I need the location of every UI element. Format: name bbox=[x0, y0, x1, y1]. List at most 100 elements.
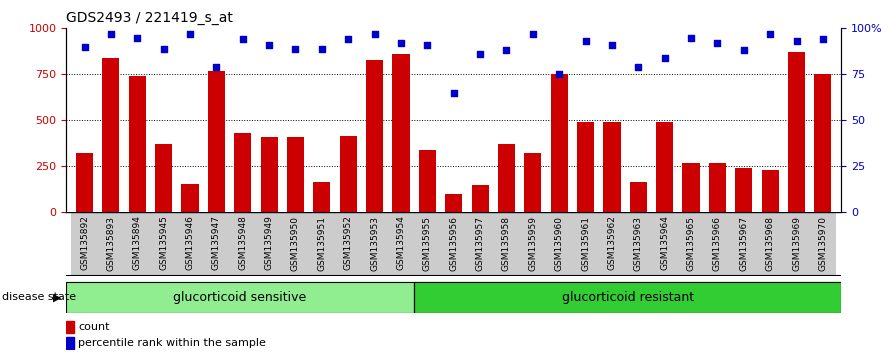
Bar bbox=[282, 212, 308, 276]
Bar bbox=[261, 137, 278, 212]
Bar bbox=[204, 212, 230, 276]
Point bbox=[236, 36, 250, 42]
Text: GSM135894: GSM135894 bbox=[133, 216, 142, 270]
Bar bbox=[388, 212, 414, 276]
Text: GSM135958: GSM135958 bbox=[502, 216, 511, 270]
Point bbox=[130, 35, 144, 40]
Bar bbox=[626, 212, 651, 276]
Bar bbox=[440, 212, 467, 276]
Bar bbox=[736, 168, 752, 212]
Text: GDS2493 / 221419_s_at: GDS2493 / 221419_s_at bbox=[66, 11, 233, 24]
Text: GSM135947: GSM135947 bbox=[212, 216, 221, 270]
Text: glucorticoid sensitive: glucorticoid sensitive bbox=[174, 291, 307, 304]
Bar bbox=[603, 122, 620, 212]
Bar bbox=[599, 212, 626, 276]
Bar bbox=[414, 212, 440, 276]
Point bbox=[710, 40, 724, 46]
Text: GSM135961: GSM135961 bbox=[581, 216, 590, 270]
Bar bbox=[66, 337, 74, 349]
Text: GSM135957: GSM135957 bbox=[476, 216, 485, 270]
Text: GSM135956: GSM135956 bbox=[449, 216, 458, 270]
Text: GSM135964: GSM135964 bbox=[660, 216, 670, 270]
Bar bbox=[66, 282, 414, 313]
Bar bbox=[129, 76, 146, 212]
Bar bbox=[340, 136, 357, 212]
Bar bbox=[577, 122, 594, 212]
Bar bbox=[520, 212, 546, 276]
Point bbox=[341, 36, 355, 42]
Point bbox=[78, 44, 92, 50]
Bar bbox=[102, 58, 120, 212]
Bar bbox=[810, 212, 836, 276]
Bar bbox=[630, 182, 647, 212]
Text: GSM135969: GSM135969 bbox=[792, 216, 801, 270]
Point bbox=[104, 31, 118, 37]
Text: glucorticoid resistant: glucorticoid resistant bbox=[562, 291, 694, 304]
Point bbox=[552, 72, 566, 77]
Bar bbox=[124, 212, 151, 276]
Text: count: count bbox=[78, 322, 110, 332]
Text: GSM135963: GSM135963 bbox=[633, 216, 643, 270]
Bar bbox=[551, 74, 567, 212]
Point bbox=[210, 64, 224, 70]
Bar bbox=[414, 282, 841, 313]
Text: GSM135967: GSM135967 bbox=[739, 216, 748, 270]
Text: GSM135953: GSM135953 bbox=[370, 216, 379, 270]
Point bbox=[262, 42, 276, 48]
Bar bbox=[788, 52, 805, 212]
Point bbox=[579, 38, 593, 44]
Bar bbox=[573, 212, 599, 276]
Point bbox=[605, 42, 619, 48]
Point bbox=[789, 38, 803, 44]
Bar bbox=[418, 150, 436, 212]
Bar bbox=[366, 59, 383, 212]
Point bbox=[367, 31, 381, 37]
Bar bbox=[392, 54, 410, 212]
Bar bbox=[683, 163, 700, 212]
Bar bbox=[757, 212, 783, 276]
Bar bbox=[677, 212, 704, 276]
Text: GSM135960: GSM135960 bbox=[555, 216, 564, 270]
Bar bbox=[651, 212, 677, 276]
Bar bbox=[730, 212, 757, 276]
Bar bbox=[66, 321, 74, 333]
Point bbox=[288, 46, 302, 51]
Bar bbox=[314, 182, 330, 212]
Bar bbox=[151, 212, 177, 276]
Text: GSM135945: GSM135945 bbox=[159, 216, 168, 270]
Bar bbox=[445, 194, 463, 212]
Point bbox=[500, 47, 514, 53]
Bar bbox=[177, 212, 204, 276]
Bar bbox=[98, 212, 124, 276]
Point bbox=[473, 51, 487, 57]
Text: GSM135893: GSM135893 bbox=[107, 216, 115, 270]
Text: GSM135949: GSM135949 bbox=[264, 216, 274, 270]
Bar bbox=[498, 144, 515, 212]
Bar bbox=[208, 71, 225, 212]
Text: GSM135962: GSM135962 bbox=[607, 216, 617, 270]
Text: ▶: ▶ bbox=[53, 292, 62, 302]
Bar bbox=[814, 74, 832, 212]
Bar bbox=[256, 212, 282, 276]
Text: GSM135955: GSM135955 bbox=[423, 216, 432, 270]
Point bbox=[632, 64, 646, 70]
Bar bbox=[335, 212, 361, 276]
Text: GSM135952: GSM135952 bbox=[344, 216, 352, 270]
Bar bbox=[656, 122, 673, 212]
Bar bbox=[234, 133, 251, 212]
Point bbox=[763, 31, 777, 37]
FancyBboxPatch shape bbox=[414, 282, 841, 313]
Bar bbox=[704, 212, 730, 276]
Text: GSM135970: GSM135970 bbox=[818, 216, 827, 270]
Point bbox=[420, 42, 434, 48]
Text: GSM135892: GSM135892 bbox=[80, 216, 89, 270]
Text: GSM135946: GSM135946 bbox=[186, 216, 195, 270]
Bar bbox=[493, 212, 520, 276]
Text: GSM135954: GSM135954 bbox=[396, 216, 405, 270]
Bar bbox=[546, 212, 573, 276]
Bar bbox=[471, 185, 489, 212]
Text: GSM135948: GSM135948 bbox=[238, 216, 248, 270]
Bar bbox=[524, 153, 542, 212]
Text: GSM135951: GSM135951 bbox=[317, 216, 326, 270]
Text: GSM135966: GSM135966 bbox=[713, 216, 722, 270]
